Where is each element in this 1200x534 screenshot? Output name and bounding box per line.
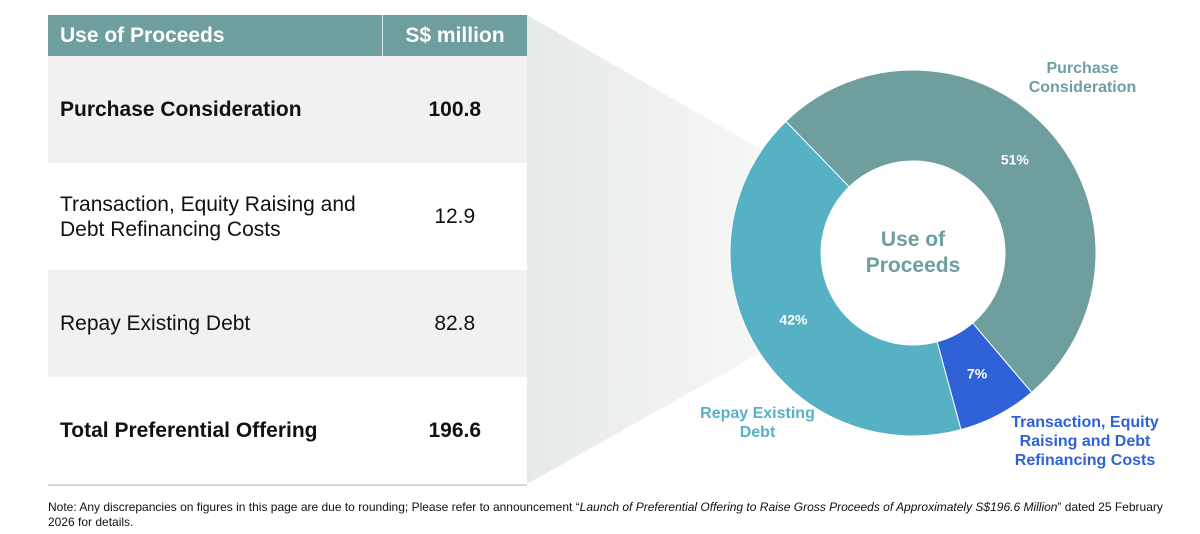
row: Total Preferential Offering 196.6 [48,377,527,486]
center-label: Use of Proceeds [865,228,961,277]
value-label: 7% [967,365,988,381]
slice-label: Transaction, Equity Raising and Debt Ref… [1011,414,1159,469]
slice [729,120,962,437]
value-label: 51% [1001,151,1030,167]
cell: Total Preferential Offering [48,377,383,486]
slice-label: Purchase Consideration [1028,60,1137,96]
footnote: Note: Any discrepancies on figures in th… [48,500,1168,530]
row: Repay Existing Debt 82.8 [48,270,527,377]
cell: 196.6 [382,377,527,486]
proceeds-table: Use of Proceeds S$ million Purchase Cons… [48,15,527,486]
row: Transaction, Equity Raising and Debt Ref… [48,163,527,270]
donut: 51% 7% 42% [729,69,1097,437]
row: Purchase Consideration 100.8 [48,56,527,163]
cell: 12.9 [434,205,476,228]
connector [527,15,762,484]
slice [785,69,1097,394]
cell: Transaction, Equity Raising and Debt Ref… [60,192,356,241]
header-cell: Use of Proceeds [48,15,383,56]
slice-label: Repay Existing Debt [700,405,815,441]
note-text: Note: Any discrepancies on figures in th… [48,500,580,514]
cell: Repay Existing Debt [48,270,383,377]
note-title: Launch of Preferential Offering to Raise… [579,500,1058,514]
cell: Purchase Consideration [48,56,383,163]
note-text: ” dated 25 February 2026 for details. [48,500,1163,529]
header-row: Use of Proceeds S$ million [48,15,527,56]
cell: 100.8 [382,56,527,163]
value-label: 42% [779,312,808,328]
header-cell: S$ million [382,15,527,56]
cell: 82.8 [382,270,527,377]
